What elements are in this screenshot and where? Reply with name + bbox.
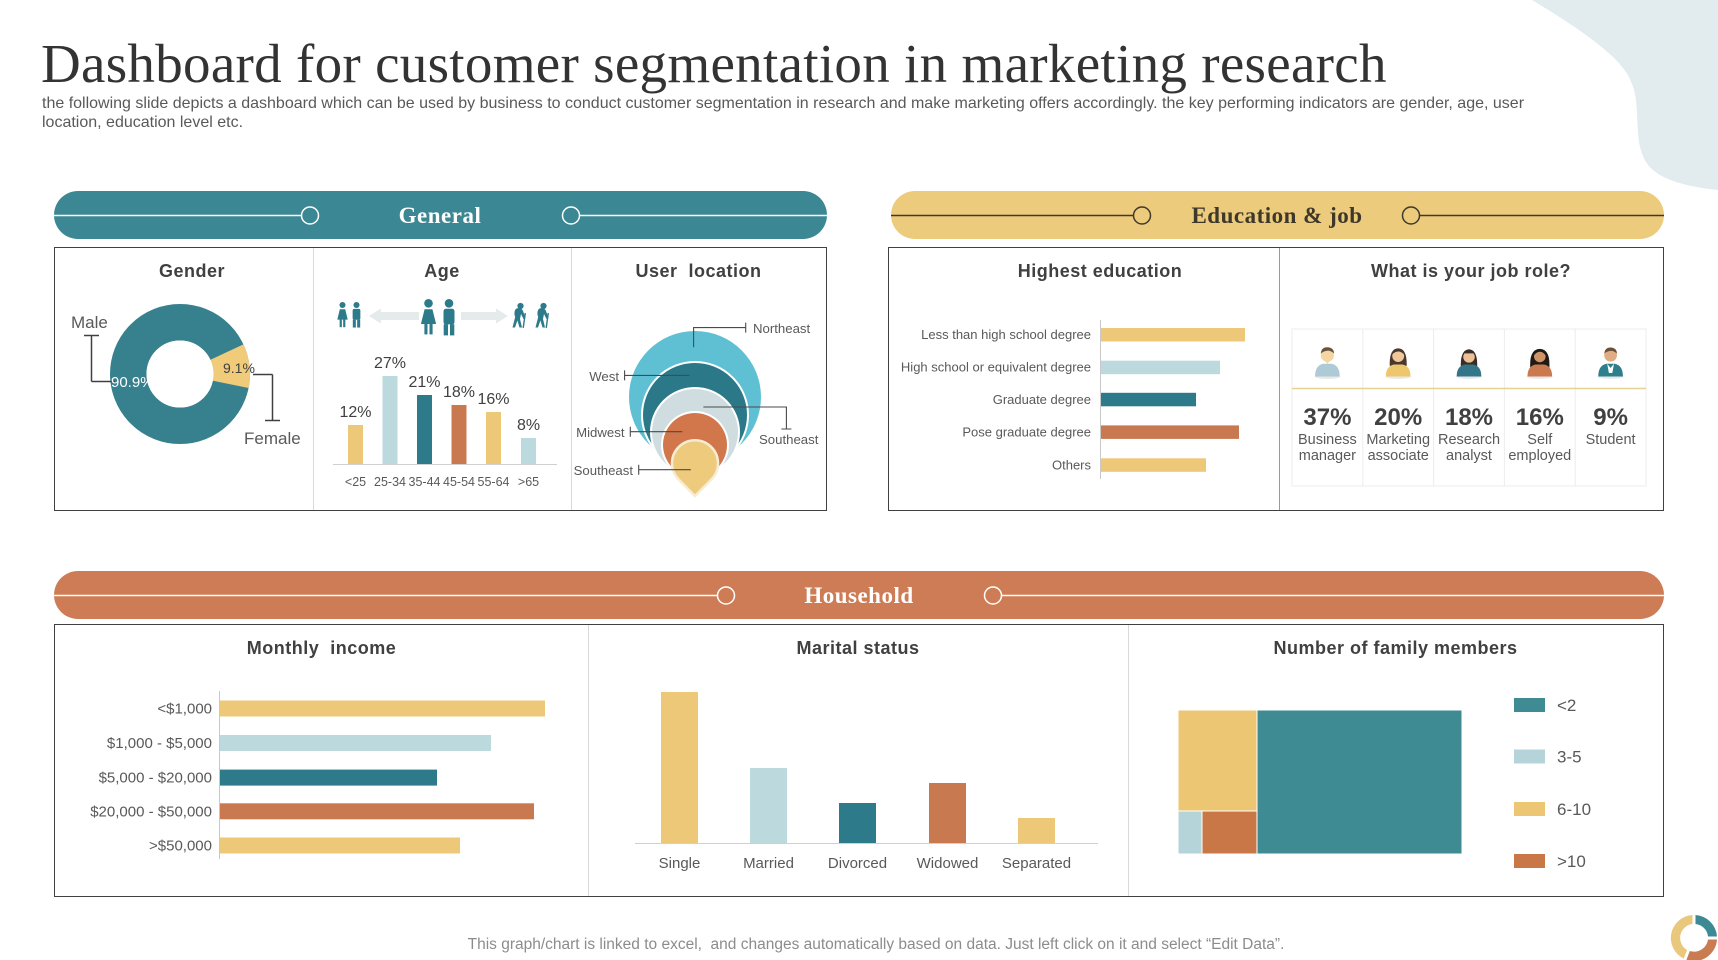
svg-text:<2: <2 (1557, 696, 1576, 715)
svg-text:25-34: 25-34 (374, 475, 406, 489)
svg-text:manager: manager (1299, 448, 1356, 464)
svg-text:>65: >65 (518, 475, 539, 489)
svg-text:Others: Others (1052, 457, 1092, 472)
svg-text:21%: 21% (408, 374, 440, 391)
svg-text:West: West (589, 369, 619, 384)
svg-text:37%: 37% (1303, 404, 1351, 431)
svg-text:High school or equivalent degr: High school or equivalent degree (901, 360, 1091, 375)
svg-text:analyst: analyst (1446, 448, 1492, 464)
svg-text:Separated: Separated (1002, 855, 1071, 872)
svg-text:employed: employed (1508, 448, 1571, 464)
svg-text:>10: >10 (1557, 852, 1586, 871)
svg-text:Education & job: Education & job (1191, 203, 1362, 228)
svg-text:16%: 16% (1516, 404, 1564, 431)
svg-text:<25: <25 (345, 475, 366, 489)
svg-text:Female: Female (244, 429, 301, 448)
svg-text:Northeast: Northeast (753, 321, 811, 336)
svg-text:Less than high school degree: Less than high school degree (921, 327, 1091, 342)
svg-text:$1,000 - $5,000: $1,000 - $5,000 (107, 735, 212, 752)
svg-text:Southeast: Southeast (574, 463, 634, 478)
svg-text:Graduate degree: Graduate degree (993, 392, 1091, 407)
svg-text:Household: Household (804, 583, 913, 608)
svg-text:12%: 12% (339, 404, 371, 421)
svg-text:Divorced: Divorced (828, 855, 887, 872)
svg-text:Southeast: Southeast (759, 432, 819, 447)
svg-text:35-44: 35-44 (409, 475, 441, 489)
svg-text:18%: 18% (1445, 404, 1493, 431)
svg-text:9.1%: 9.1% (223, 360, 255, 376)
svg-text:Research: Research (1438, 432, 1500, 448)
svg-text:Male: Male (71, 313, 108, 332)
svg-text:Married: Married (743, 855, 794, 872)
svg-text:Widowed: Widowed (917, 855, 979, 872)
svg-text:18%: 18% (443, 384, 475, 401)
svg-text:Business: Business (1298, 432, 1357, 448)
svg-text:9%: 9% (1593, 404, 1628, 431)
svg-text:$5,000 - $20,000: $5,000 - $20,000 (99, 770, 212, 787)
svg-text:90.9%: 90.9% (111, 374, 154, 391)
svg-text:6-10: 6-10 (1557, 800, 1591, 819)
svg-text:Pose graduate degree: Pose graduate degree (962, 424, 1091, 439)
svg-text:Midwest: Midwest (576, 425, 625, 440)
svg-text:16%: 16% (477, 391, 509, 408)
svg-text:associate: associate (1368, 448, 1429, 464)
svg-text:<$1,000: <$1,000 (157, 701, 212, 718)
svg-text:Single: Single (659, 855, 701, 872)
svg-text:Marketing: Marketing (1366, 432, 1430, 448)
svg-text:45-54: 45-54 (443, 475, 475, 489)
svg-text:$20,000 - $50,000: $20,000 - $50,000 (90, 803, 212, 820)
svg-text:27%: 27% (374, 355, 406, 372)
svg-text:General: General (399, 203, 482, 228)
svg-text:Self: Self (1527, 432, 1553, 448)
svg-text:8%: 8% (517, 417, 540, 434)
svg-text:3-5: 3-5 (1557, 748, 1582, 767)
svg-text:55-64: 55-64 (478, 475, 510, 489)
svg-text:>$50,000: >$50,000 (149, 838, 212, 855)
svg-text:20%: 20% (1374, 404, 1422, 431)
svg-text:Student: Student (1586, 432, 1636, 448)
